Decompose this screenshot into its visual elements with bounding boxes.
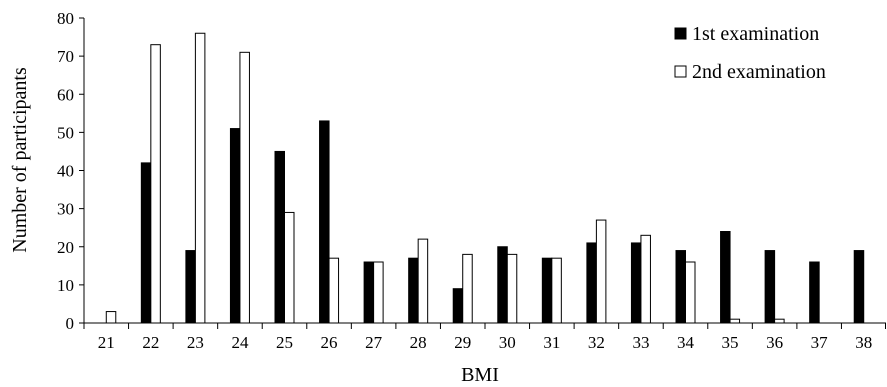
bar-2nd-examination-22 <box>150 44 161 324</box>
y-axis: 0 10 20 30 40 50 60 70 80 <box>57 9 85 333</box>
bar-2nd-examination-28 <box>417 238 429 324</box>
x-tick-label: 22 <box>142 333 159 352</box>
y-tick-label: 30 <box>57 200 74 219</box>
bar-1st-examination-31 <box>541 257 553 324</box>
bar-2nd-examination-29 <box>462 253 473 324</box>
y-tick-label: 50 <box>57 123 74 142</box>
x-axis: 21 22 23 24 25 26 27 28 29 30 31 32 33 34 35 36 37 38 <box>83 322 886 352</box>
bar-2nd-examination-34 <box>685 261 696 324</box>
bar-1st-examination-29 <box>452 288 464 324</box>
bar-1st-examination-22 <box>140 162 152 324</box>
bar-2nd-examination-26 <box>328 257 340 324</box>
bar-2nd-examination-21 <box>105 311 117 324</box>
x-tick-label: 31 <box>543 333 560 352</box>
legend-label-1st-examination: 1st examination <box>692 23 819 45</box>
bar-2nd-examination-30 <box>506 253 518 324</box>
legend-swatch-1st-examination <box>674 27 687 40</box>
y-tick-label: 80 <box>57 9 74 28</box>
x-tick-label: 28 <box>410 333 427 352</box>
x-tick-label: 30 <box>499 333 516 352</box>
x-tick-label: 32 <box>588 333 605 352</box>
bar-1st-examination-27 <box>363 261 375 324</box>
x-tick-label: 35 <box>722 333 739 352</box>
bar-2nd-examination-25 <box>284 211 295 324</box>
bar-1st-examination-25 <box>274 150 285 324</box>
bar-1st-examination-37 <box>809 261 820 324</box>
bar-2nd-examination-32 <box>595 219 607 324</box>
x-tick-label: 29 <box>454 333 471 352</box>
y-tick-label: 40 <box>57 162 74 181</box>
legend-swatch-2nd-examination <box>674 65 687 78</box>
x-tick-label: 37 <box>811 333 829 352</box>
x-tick-label: 23 <box>187 333 204 352</box>
y-axis-title: Number of participants <box>9 67 31 253</box>
legend-label-2nd-examination: 2nd examination <box>692 61 826 83</box>
x-tick-label: 33 <box>632 333 649 352</box>
bar-1st-examination-26 <box>319 120 330 324</box>
bar-1st-examination-34 <box>675 250 686 324</box>
bar-2nd-examination-36 <box>774 318 785 324</box>
x-tick-label: 27 <box>365 333 383 352</box>
bar-1st-examination-23 <box>185 250 196 324</box>
bar-2nd-examination-31 <box>551 257 562 324</box>
x-tick-label: 36 <box>766 333 783 352</box>
legend: 1st examination 2nd examination <box>674 23 826 83</box>
y-tick-label: 10 <box>57 276 74 295</box>
bar-1st-examination-30 <box>497 246 508 324</box>
bar-2nd-examination-24 <box>239 51 250 324</box>
bar-2nd-examination-33 <box>640 234 651 324</box>
x-tick-label: 21 <box>98 333 115 352</box>
y-tick-label: 0 <box>66 314 75 333</box>
bar-1st-examination-33 <box>630 242 642 324</box>
bar-1st-examination-35 <box>720 231 731 324</box>
x-axis-title: BMI <box>461 364 499 386</box>
x-tick-label: 24 <box>231 333 249 352</box>
bar-1st-examination-32 <box>586 242 597 324</box>
y-tick-label: 70 <box>57 47 74 66</box>
bar-1st-examination-38 <box>853 250 865 324</box>
x-tick-label: 34 <box>677 333 695 352</box>
x-tick-label: 25 <box>276 333 293 352</box>
bars <box>105 32 865 324</box>
bar-1st-examination-28 <box>408 257 419 324</box>
bar-2nd-examination-23 <box>194 32 206 324</box>
y-tick-label: 20 <box>57 238 74 257</box>
bar-1st-examination-24 <box>229 128 241 324</box>
bar-1st-examination-36 <box>764 250 776 324</box>
x-tick-label: 26 <box>321 333 338 352</box>
bar-2nd-examination-35 <box>729 318 741 324</box>
bar-2nd-examination-27 <box>373 261 384 324</box>
x-tick-label: 38 <box>855 333 872 352</box>
y-tick-label: 60 <box>57 85 74 104</box>
